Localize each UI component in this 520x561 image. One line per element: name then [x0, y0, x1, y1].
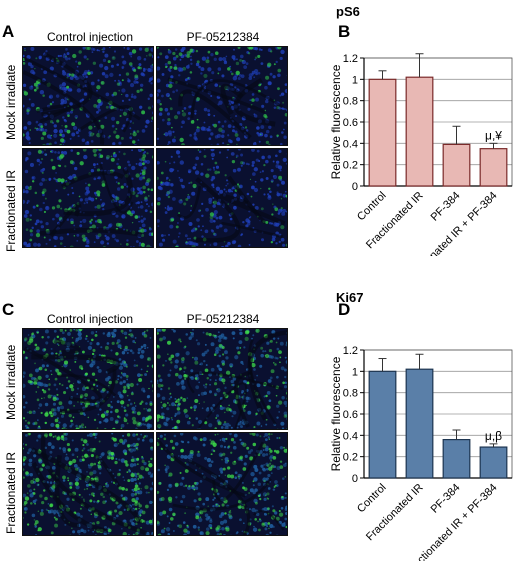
micrograph-ps6-control-ir	[22, 148, 154, 248]
micrograph-ki67-pf-ir	[156, 432, 288, 536]
y-tick-label: 0.2	[343, 160, 358, 172]
micrograph-ps6-pf-ir	[156, 148, 288, 248]
section-title-ps6: pS6	[336, 4, 360, 19]
section-title-ki67: Ki67	[336, 290, 364, 305]
row-label-mock-irradiate: Mock irradiate	[4, 64, 18, 140]
y-axis-label: Relative fluorescence	[330, 64, 343, 179]
row-label-fractionated-ir-ki67: Fractionated IR	[4, 451, 18, 534]
y-tick-label: 0	[352, 473, 358, 485]
panel-letter-d: D	[338, 300, 351, 319]
y-tick-label: 1	[352, 366, 358, 378]
x-tick-label: Control	[355, 190, 389, 224]
bar	[442, 438, 471, 479]
y-tick-label: 0.4	[343, 138, 358, 150]
col-label-control-injection: Control injection	[46, 30, 134, 44]
bar	[479, 446, 508, 479]
panel-letter-b: B	[338, 22, 351, 41]
row-label-mock-irradiate-ki67: Mock irradiate	[4, 344, 18, 420]
micrograph-ps6-pf-mock	[156, 46, 288, 146]
y-axis-label: Relative fluorescence	[330, 356, 343, 471]
bar	[368, 78, 397, 187]
significance-annotation: μ,¥	[485, 128, 502, 142]
col-label-pf05212384-ki67: PF-05212384	[186, 312, 260, 326]
y-tick-label: 0.8	[343, 96, 358, 108]
y-tick-label: 1.2	[343, 345, 358, 357]
bar	[479, 148, 508, 187]
micrograph-ki67-pf-mock	[156, 328, 288, 430]
y-tick-label: 1.2	[343, 53, 358, 65]
panel-letter-a: A	[2, 22, 15, 41]
x-tick-label: Control	[355, 482, 389, 516]
y-tick-label: 0.4	[343, 430, 358, 442]
col-label-control-injection-ki67: Control injection	[46, 312, 134, 326]
y-tick-label: 0.2	[343, 452, 358, 464]
x-tick-label: PF-384	[429, 190, 463, 224]
bar	[368, 370, 397, 479]
bar	[405, 368, 434, 479]
col-label-pf05212384: PF-05212384	[186, 30, 260, 44]
bar	[405, 76, 434, 187]
x-tick-label: PF-384	[429, 482, 463, 516]
y-tick-label: 1	[352, 74, 358, 86]
panel-letter-c: C	[2, 300, 15, 319]
significance-annotation: μ,β	[485, 429, 502, 443]
y-tick-label: 0.6	[343, 117, 358, 129]
micrograph-ki67-control-ir	[22, 432, 154, 536]
row-label-fractionated-ir: Fractionated IR	[4, 169, 18, 252]
bar	[442, 143, 471, 187]
micrograph-ps6-control-mock	[22, 46, 154, 146]
y-tick-label: 0.8	[343, 388, 358, 400]
y-tick-label: 0	[352, 181, 358, 193]
y-tick-label: 0.6	[343, 409, 358, 421]
micrograph-ki67-control-mock	[22, 328, 154, 430]
